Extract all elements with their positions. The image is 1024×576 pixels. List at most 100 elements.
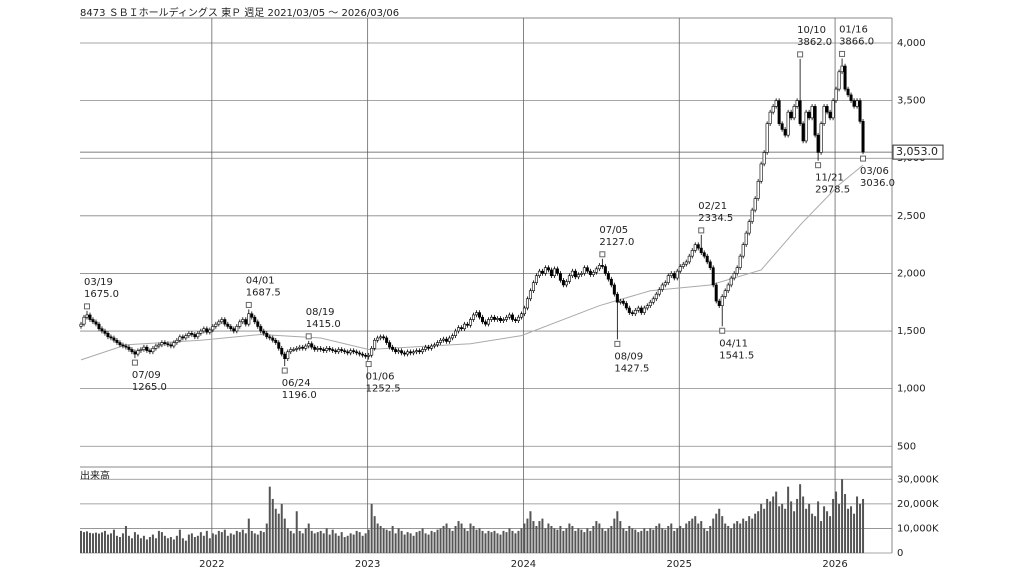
candle-body — [618, 300, 622, 303]
candle-body — [654, 293, 658, 300]
volume-bar — [616, 511, 619, 553]
volume-bar — [574, 530, 577, 553]
candle-body — [603, 266, 607, 274]
volume-bar — [298, 530, 301, 553]
annotation-date: 11/21 — [815, 173, 844, 184]
candle-body — [409, 351, 413, 354]
volume-bar — [322, 533, 325, 553]
volume-bar — [823, 506, 826, 553]
volume-bar — [709, 525, 712, 553]
volume-bar — [259, 530, 262, 553]
volume-bar — [733, 523, 736, 553]
x-tick-label: 2022 — [199, 559, 224, 570]
annotation-marker — [815, 162, 822, 169]
candle-body — [412, 351, 416, 354]
candle-body — [265, 333, 269, 338]
volume-bar — [337, 535, 340, 553]
volume-bar — [814, 516, 817, 553]
candle-body — [660, 284, 664, 290]
candle-body — [253, 316, 257, 323]
volume-bar — [421, 528, 424, 553]
volume-bar — [859, 503, 862, 553]
candle-body — [507, 314, 511, 318]
volume-bar — [412, 535, 415, 553]
volume-bar — [217, 530, 220, 553]
candle-body — [678, 266, 682, 272]
candle-body — [331, 349, 335, 351]
candle-body — [579, 273, 583, 275]
candle-body — [157, 344, 161, 347]
volume-tick-label: 10,000K — [897, 523, 939, 534]
volume-bar — [130, 538, 133, 553]
candle-body — [786, 111, 790, 136]
candle-body — [759, 163, 763, 182]
candle-body — [768, 111, 772, 124]
candle-body — [621, 300, 625, 304]
volume-bar — [163, 535, 166, 553]
candle-body — [112, 337, 116, 341]
candle-body — [313, 346, 317, 350]
candle-body — [741, 244, 745, 257]
candle-body — [525, 298, 529, 309]
candle-body — [238, 321, 242, 327]
candle-body — [609, 278, 613, 286]
candle-body — [699, 247, 703, 253]
volume-bar — [541, 518, 544, 553]
candle-body — [295, 348, 299, 350]
candle-body — [484, 321, 488, 325]
candle-body — [582, 267, 586, 274]
candle-body — [109, 336, 113, 339]
candle-body — [370, 348, 374, 356]
candle-body — [855, 100, 859, 107]
volume-bar — [595, 521, 598, 553]
candle-body — [208, 329, 212, 333]
candle-body — [651, 298, 655, 303]
candle-body — [726, 284, 730, 292]
annotation-marker — [860, 155, 867, 162]
volume-bar — [190, 533, 193, 553]
candle-body — [475, 312, 479, 316]
volume-bar — [670, 523, 673, 553]
candle-body — [708, 261, 712, 268]
volume-bar — [568, 523, 571, 553]
volume-bar — [235, 530, 238, 553]
candle-body — [510, 314, 514, 320]
volume-bar — [820, 521, 823, 553]
candle-body — [639, 307, 643, 313]
candle-body — [684, 261, 688, 265]
volume-bar — [832, 498, 835, 553]
volume-bar — [532, 521, 535, 553]
volume-bar — [229, 533, 232, 553]
candle-body — [756, 180, 760, 199]
volume-bar — [202, 535, 205, 553]
candle-body — [406, 351, 410, 355]
volume-bar — [601, 528, 604, 553]
annotation-marker — [83, 303, 90, 310]
candle-body — [765, 123, 769, 153]
annotation-value: 2127.0 — [599, 237, 634, 248]
candle-body — [367, 354, 371, 357]
candle-body — [555, 268, 559, 274]
candle-body — [516, 316, 520, 321]
candle-body — [148, 350, 152, 353]
candle-body — [343, 350, 347, 353]
candle-body — [445, 338, 449, 342]
candle-body — [606, 273, 610, 280]
y-tick-label: 4,000 — [897, 38, 926, 49]
candle-body — [675, 270, 679, 279]
volume-bar — [826, 511, 829, 553]
volume-bar — [517, 530, 520, 553]
volume-bar — [175, 535, 178, 553]
candle-body — [307, 343, 311, 347]
volume-bar — [82, 532, 85, 553]
candle-body — [127, 346, 131, 350]
volume-bar — [307, 523, 310, 553]
annotation-value: 1415.0 — [306, 319, 341, 330]
annotation-date: 04/01 — [246, 275, 275, 286]
candle-body — [585, 267, 589, 272]
volume-bar — [691, 518, 694, 553]
volume-bar — [97, 533, 100, 553]
volume-bar — [538, 521, 541, 553]
candle-body — [280, 348, 284, 355]
annotation-marker — [614, 340, 621, 347]
